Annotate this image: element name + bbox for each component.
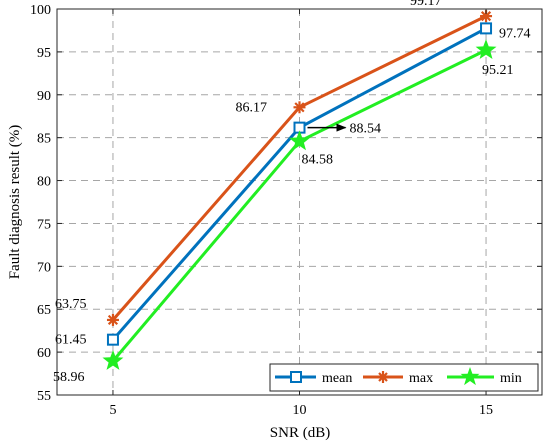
series-layer: [102, 10, 497, 370]
x-tick-label: 15: [479, 403, 493, 418]
asterisk-stroke: [480, 11, 492, 22]
y-tick-label: 85: [37, 132, 51, 147]
y-tick-label: 95: [37, 46, 51, 61]
y-tick-label: 75: [37, 217, 51, 232]
x-tick-label: 10: [293, 403, 307, 418]
x-tick-label: 5: [109, 403, 116, 418]
asterisk-stroke: [294, 102, 305, 113]
data-point-mean: [106, 333, 119, 346]
y-tick-label: 70: [37, 260, 51, 275]
axis-ticks: 55 60 65 70 75 80 85 90 95 100 5 10 15: [30, 3, 542, 418]
legend-item-min: min: [447, 367, 522, 386]
data-point-max: [106, 313, 119, 326]
y-tick-label: 90: [37, 89, 51, 104]
data-point-mean: [480, 22, 493, 35]
y-tick-label: 100: [30, 3, 51, 18]
data-label: 88.54: [350, 122, 382, 137]
data-label: 61.45: [55, 333, 87, 348]
asterisk-stroke: [107, 314, 119, 326]
y-tick-label: 65: [37, 303, 51, 318]
series-mean: [106, 22, 493, 346]
y-tick-label: 60: [37, 346, 51, 361]
data-point-min: [475, 39, 497, 59]
data-point-min: [289, 130, 310, 151]
y-tick-label: 80: [37, 175, 51, 190]
data-point-max: [293, 101, 306, 114]
legend-square-icon: [290, 371, 302, 383]
legend-label-min: min: [500, 371, 522, 386]
legend-star-icon: [460, 367, 480, 386]
series-max: [106, 10, 493, 326]
x-axis-label: SNR (dB): [270, 425, 330, 441]
data-label: 95.21: [482, 63, 514, 78]
data-label: 97.74: [499, 26, 531, 41]
data-label: 99.17: [410, 0, 442, 9]
data-label: 86.17: [236, 101, 268, 116]
data-label: 84.58: [302, 152, 334, 167]
legend: mean max min: [269, 363, 539, 392]
y-axis-label: Fault diagnosis result (%): [7, 125, 23, 280]
legend-item-mean: mean: [275, 371, 352, 386]
y-tick-label: 55: [37, 389, 51, 404]
series-min: [102, 39, 497, 370]
data-label: 63.75: [55, 297, 87, 312]
annotation-layer: 63.75 61.45 58.96 86.17 88.54 84.58 99.17 97.74…: [53, 0, 531, 385]
legend-asterisk-icon: [377, 371, 389, 383]
legend-label-max: max: [409, 371, 433, 386]
legend-item-max: max: [363, 371, 433, 386]
data-label: 58.96: [53, 370, 85, 385]
legend-label-mean: mean: [322, 371, 352, 386]
data-point-min: [102, 350, 124, 370]
